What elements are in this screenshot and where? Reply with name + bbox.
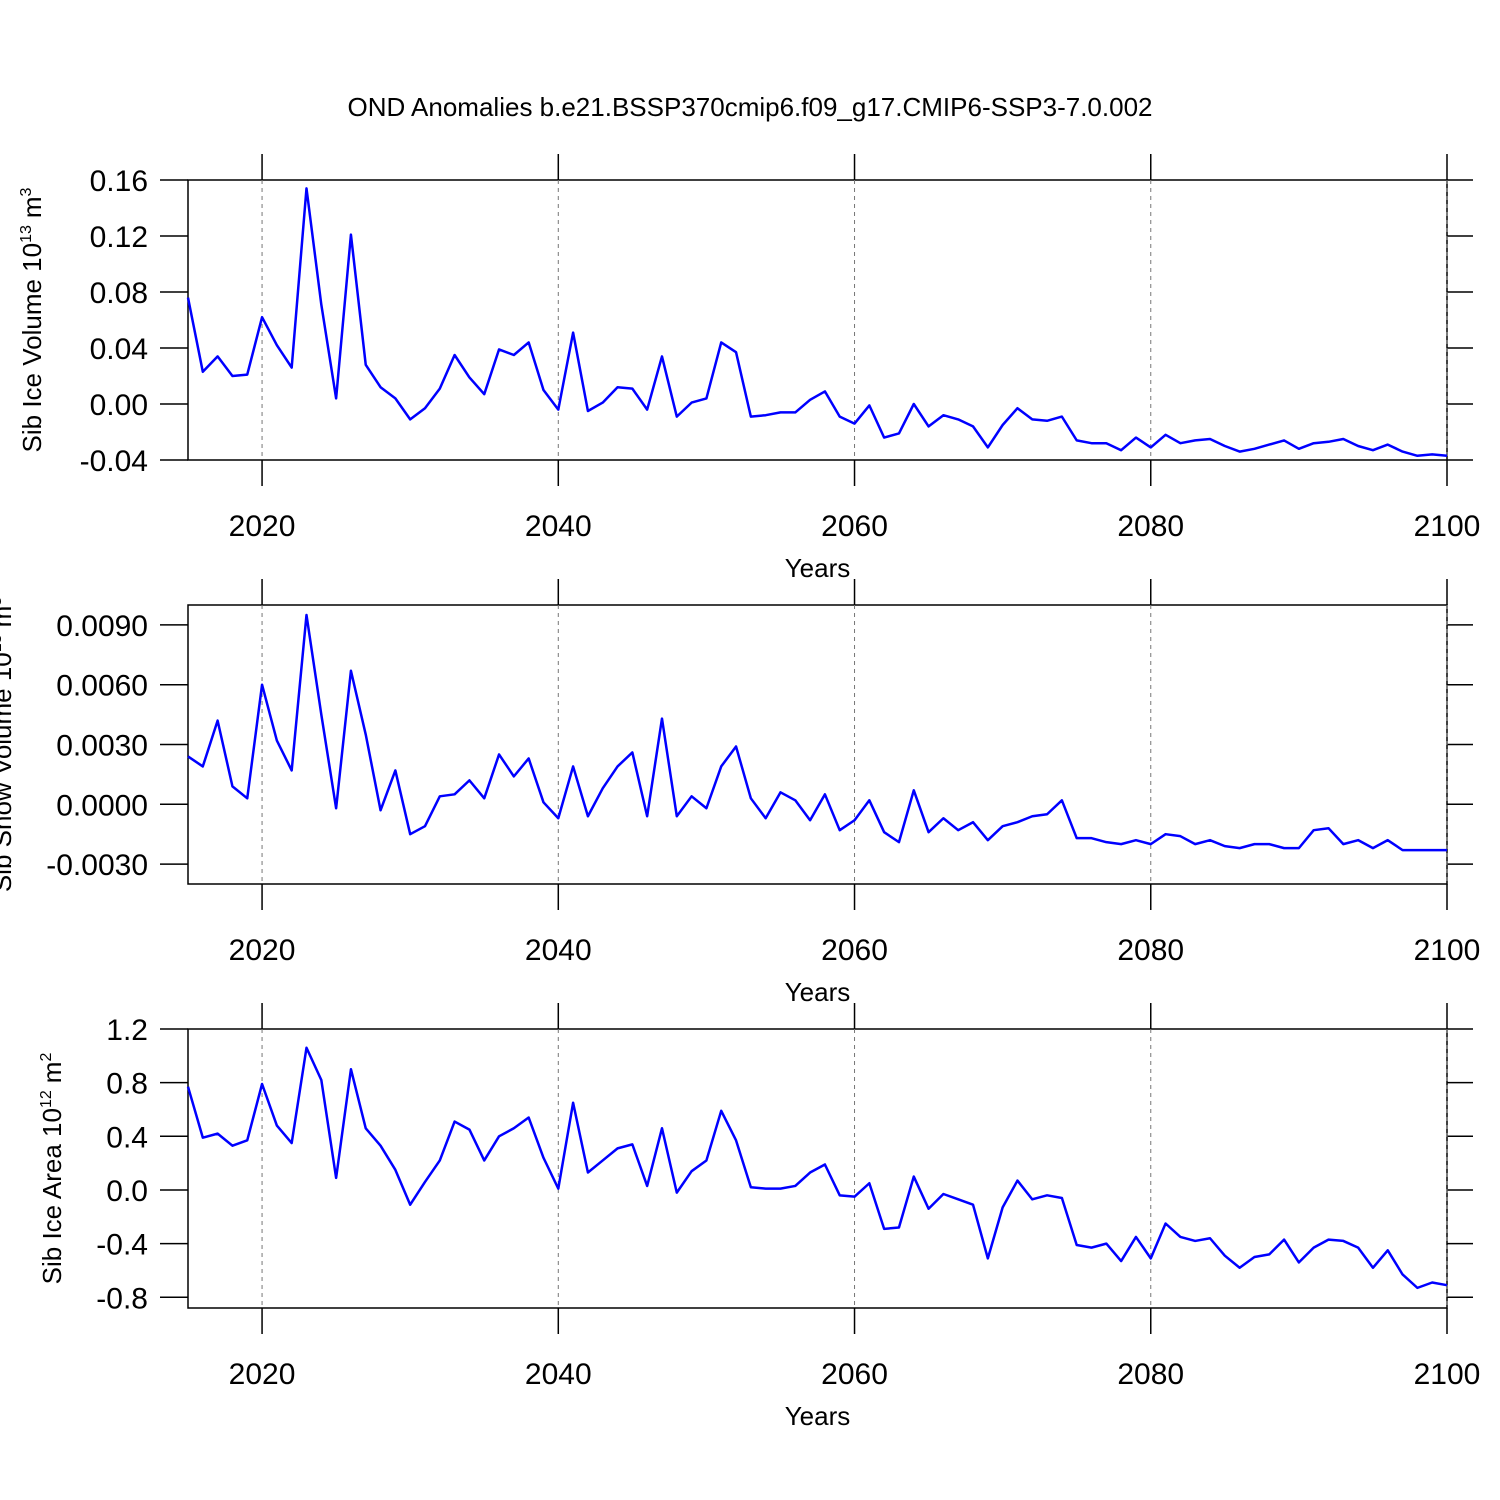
y-axis-title-exp: 13 (0, 634, 5, 652)
panel: 1.2 0.8 0.4 0.0 -0.4 -0.8 2020 2040 2060 2080 2100… (37, 1003, 1480, 1431)
x-tick-label: 2060 (821, 934, 888, 967)
y-axis-title-exp: 12 (38, 1090, 55, 1108)
x-axis-title: Years (785, 553, 851, 583)
y-tick-label: 0.0090 (56, 610, 148, 643)
y-tick-label: 1.2 (106, 1014, 148, 1047)
y-axis-title-unit: m (17, 196, 47, 218)
x-tick-label: 2100 (1414, 934, 1481, 967)
y-axis-title: Sib Ice Volume 1013 m3 (17, 187, 47, 452)
plot-frame (187, 179, 1448, 461)
figure-title: OND Anomalies b.e21.BSSP370cmip6.f09_g17… (347, 92, 1152, 122)
y-tick-label: -0.0030 (46, 849, 148, 882)
x-tick-label: 2020 (229, 934, 296, 967)
y-tick-label: 0.0000 (56, 789, 148, 822)
x-tick-label: 2040 (525, 510, 592, 543)
y-axis-title-unit-exp: 3 (0, 597, 5, 606)
x-tick-label: 2080 (1117, 510, 1184, 543)
data-line (187, 613, 1447, 852)
data-line (186, 187, 1448, 458)
y-axis-title: Sib Snow Volume 1013 m3 (0, 597, 17, 892)
y-axis-title: Sib Ice Area 1012 m2 (37, 1053, 67, 1285)
x-tick-label: 2020 (229, 510, 296, 543)
y-tick-label: 0.4 (106, 1121, 148, 1154)
y-axis-title-unit: m (37, 1062, 67, 1084)
panel: 0.0090 0.0060 0.0030 0.0000 -0.0030 2020 2040 2… (0, 579, 1480, 1007)
x-tick-label: 2080 (1117, 1358, 1184, 1391)
y-axis-title-text: Sib Ice Volume 10 (17, 243, 47, 453)
y-tick-label: 0.0030 (56, 730, 148, 763)
y-tick-label: -0.8 (96, 1282, 148, 1315)
x-tick-label: 2020 (229, 1358, 296, 1391)
x-tick-label: 2060 (821, 510, 888, 543)
data-line (186, 1046, 1448, 1290)
y-tick-label: 0.8 (106, 1068, 148, 1101)
y-tick-label: 0.00 (90, 389, 148, 422)
y-tick-label: 0.0 (106, 1175, 148, 1208)
x-tick-label: 2100 (1414, 510, 1481, 543)
x-tick-label: 2040 (525, 934, 592, 967)
plot-frame (187, 604, 1448, 885)
panel: 0.16 0.12 0.08 0.04 0.00 -0.04 2020 2040 2060 208… (17, 154, 1480, 583)
y-tick-label: 0.08 (90, 277, 148, 310)
y-axis-title-text: Sib Ice Area 10 (37, 1108, 67, 1284)
y-tick-label: 0.16 (90, 165, 148, 198)
x-tick-label: 2040 (525, 1358, 592, 1391)
x-tick-label: 2080 (1117, 934, 1184, 967)
y-axis-title-exp: 13 (18, 225, 35, 243)
y-axis-title-unit-exp: 3 (18, 187, 35, 196)
x-tick-label: 2100 (1414, 1358, 1481, 1391)
y-axis-title-unit: m (0, 606, 17, 628)
y-tick-label: -0.4 (96, 1229, 148, 1262)
x-axis-title: Years (785, 1401, 851, 1431)
y-tick-label: 0.04 (90, 333, 148, 366)
y-tick-label: 0.12 (90, 221, 148, 254)
x-tick-label: 2060 (821, 1358, 888, 1391)
y-tick-label: 0.0060 (56, 670, 148, 703)
y-tick-label: -0.04 (80, 445, 148, 478)
x-axis-title: Years (785, 977, 851, 1007)
y-axis-title-unit-exp: 2 (38, 1053, 55, 1062)
y-axis-title-text: Sib Snow Volume 10 (0, 652, 17, 892)
